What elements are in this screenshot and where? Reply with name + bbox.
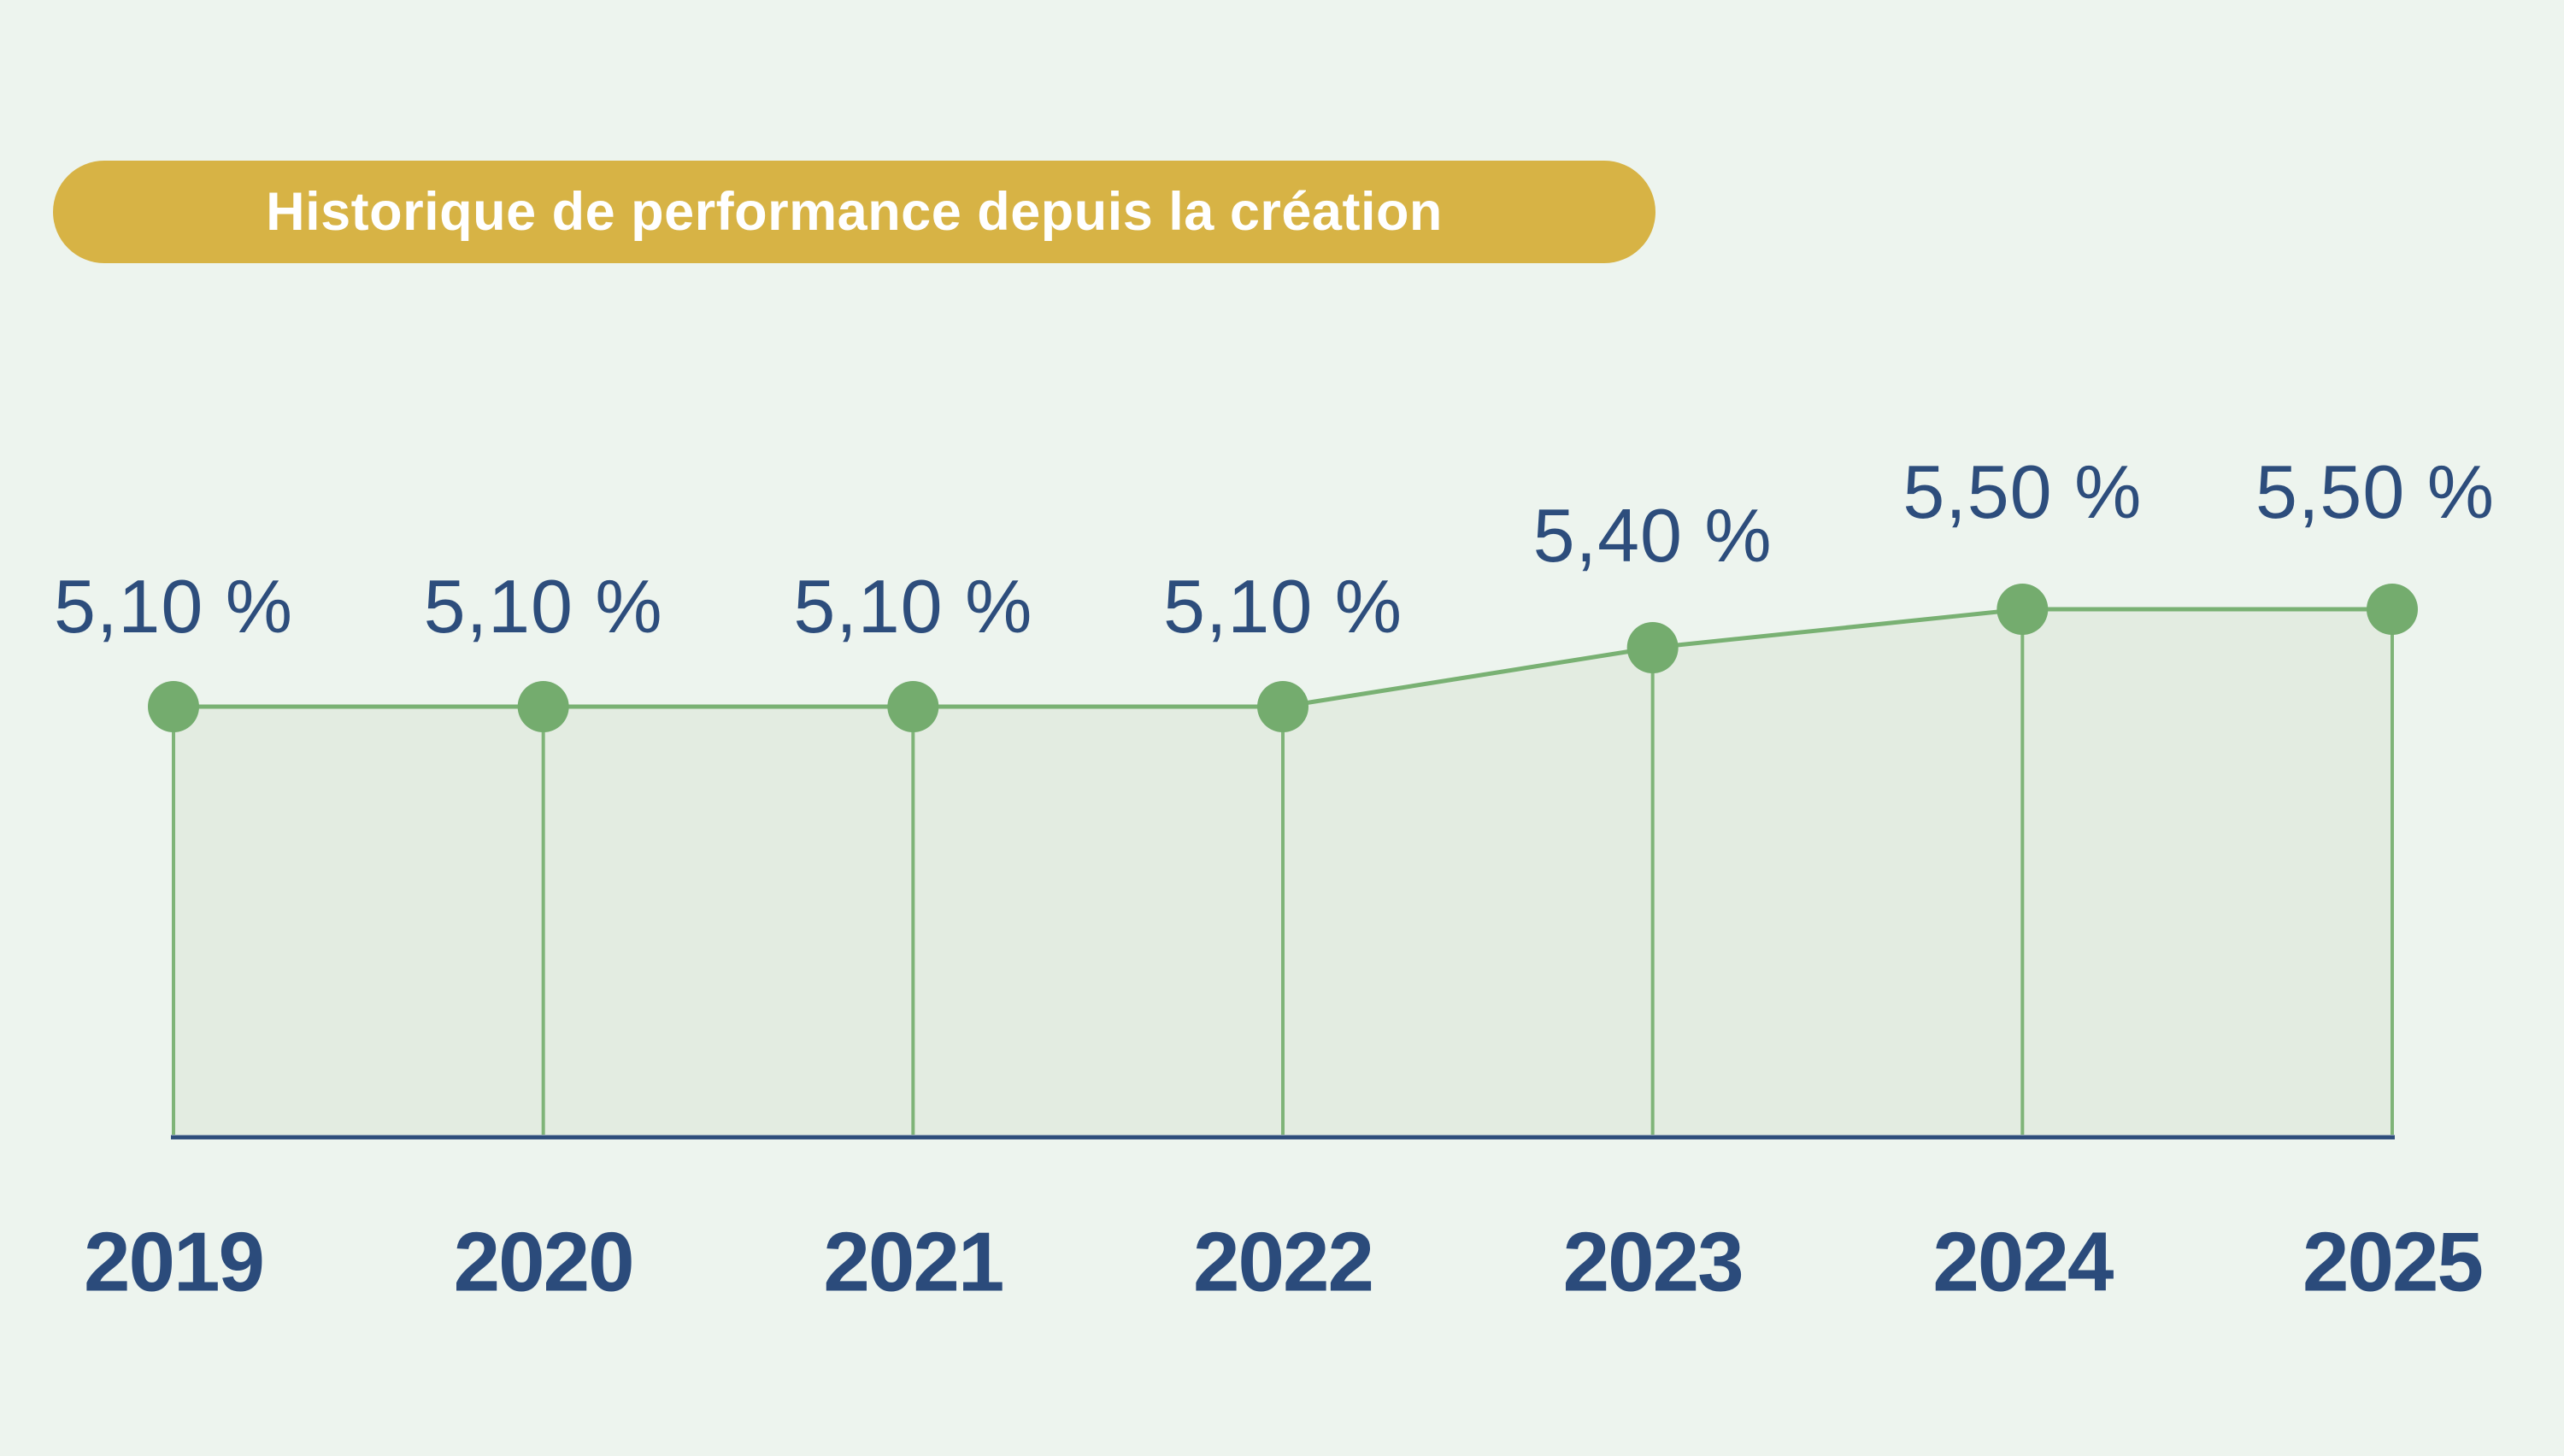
value-label: 5,40 % bbox=[1532, 493, 1773, 578]
data-point-marker bbox=[1997, 584, 2049, 635]
data-point-marker bbox=[887, 681, 939, 732]
x-axis-tick-label: 2019 bbox=[83, 1214, 265, 1309]
data-point-marker bbox=[2367, 584, 2419, 635]
value-label: 5,50 % bbox=[2255, 449, 2495, 534]
x-axis-tick-label: 2022 bbox=[1192, 1214, 1374, 1309]
value-label: 5,10 % bbox=[54, 564, 293, 649]
value-label: 5,10 % bbox=[423, 564, 663, 649]
value-label: 5,10 % bbox=[793, 564, 1033, 649]
x-axis-tick-label: 2020 bbox=[453, 1214, 635, 1309]
title-banner: Historique de performance depuis la créa… bbox=[53, 161, 1655, 263]
data-point-marker bbox=[517, 681, 569, 732]
x-axis-tick-label: 2025 bbox=[2302, 1214, 2484, 1309]
value-label: 5,10 % bbox=[1163, 564, 1403, 649]
data-point-marker bbox=[1257, 681, 1309, 732]
x-axis-tick-label: 2024 bbox=[1932, 1214, 2114, 1309]
value-label: 5,50 % bbox=[1902, 449, 2143, 534]
data-point-marker bbox=[1626, 622, 1679, 673]
data-point-marker bbox=[148, 681, 199, 732]
x-axis-tick-label: 2023 bbox=[1562, 1214, 1744, 1309]
page-title: Historique de performance depuis la créa… bbox=[266, 182, 1443, 242]
x-axis-tick-label: 2021 bbox=[823, 1214, 1004, 1309]
